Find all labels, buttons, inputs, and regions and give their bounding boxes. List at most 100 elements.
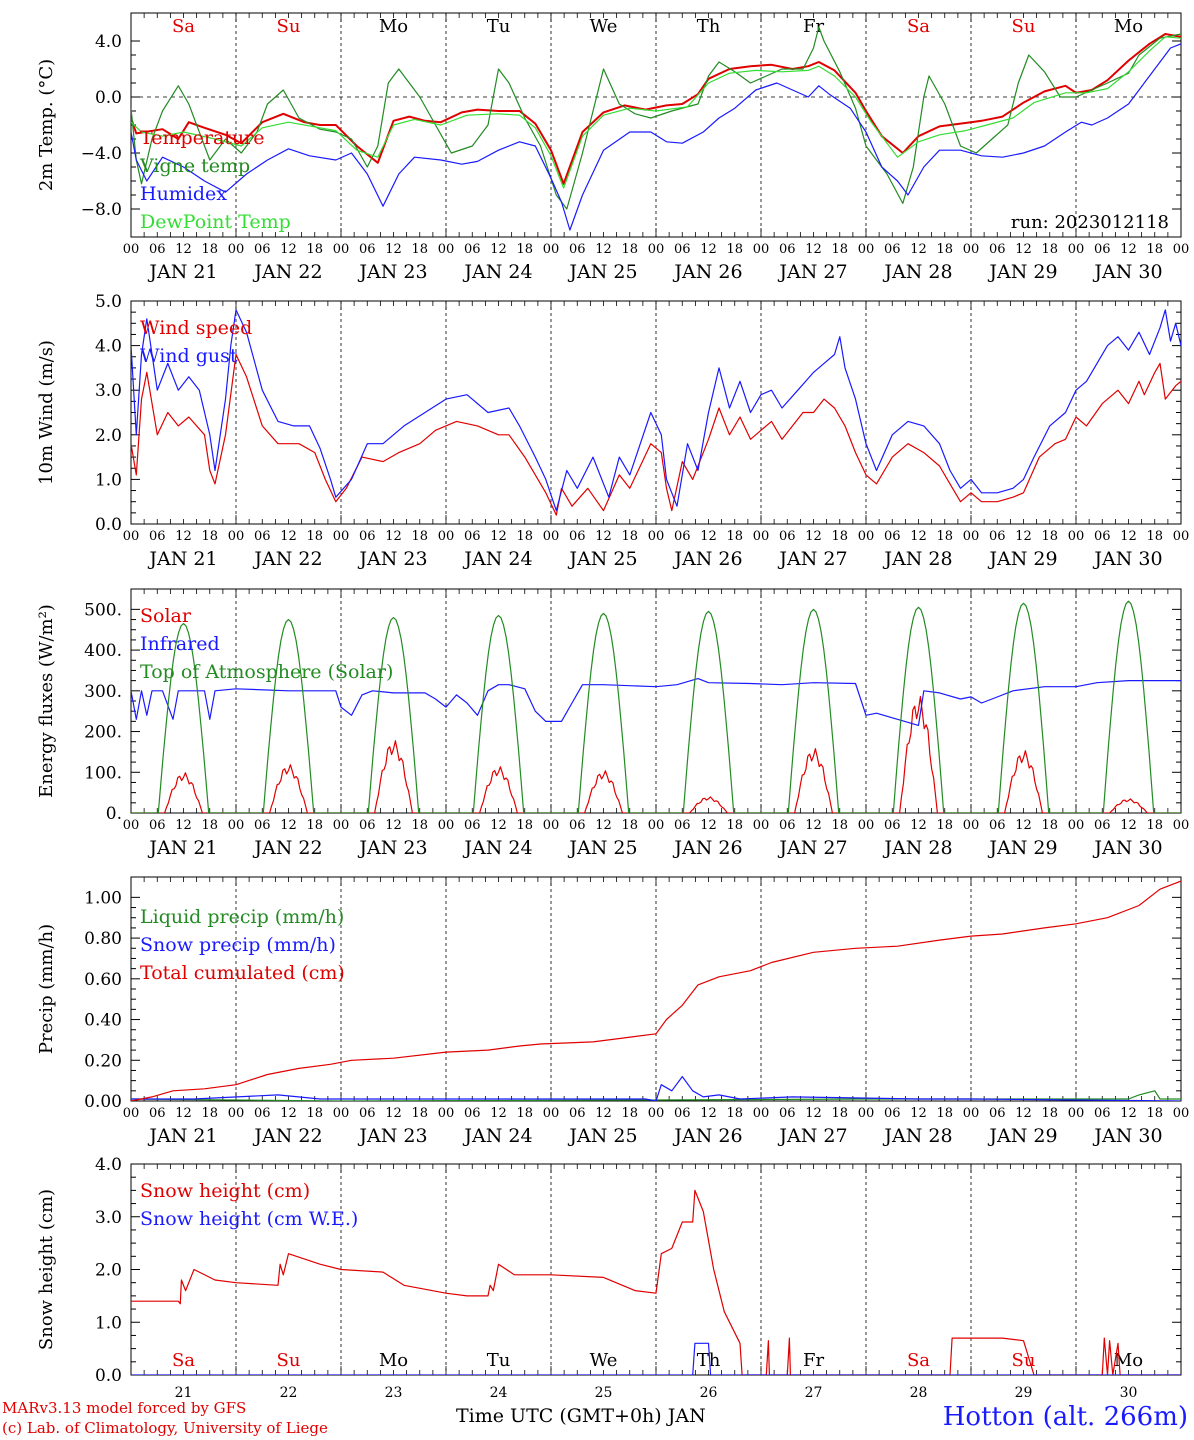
weekday-label: Tu — [487, 16, 511, 37]
hour-label: 12 — [805, 818, 822, 833]
hour-label: 06 — [779, 529, 796, 544]
hour-label: 18 — [411, 1106, 428, 1121]
hour-label: 00 — [228, 529, 245, 544]
legend-entry: Infrared — [140, 633, 220, 655]
weekday-label: Su — [1012, 1350, 1036, 1371]
hour-label: 18 — [201, 242, 218, 257]
hour-label: 18 — [621, 818, 638, 833]
hour-label: 18 — [936, 529, 953, 544]
panel-1: 4.0 0.0 −4.0 −8.0 2m Temp. (°C) 00 06 12 18 00 06 1… — [36, 12, 1189, 283]
day-number-label: 28 — [910, 1385, 928, 1401]
series-top-of-atmosphere-solar-line — [131, 600, 1181, 813]
y-tick-label: 0.0 — [95, 515, 122, 535]
date-label: JAN 25 — [567, 837, 637, 859]
hour-label: 18 — [1146, 818, 1163, 833]
hour-label: 00 — [753, 1106, 770, 1121]
hour-label: 06 — [989, 529, 1006, 544]
hour-label: 00 — [333, 1106, 350, 1121]
hour-label: 06 — [674, 818, 691, 833]
hour-label: 12 — [385, 1106, 402, 1121]
hour-label: 12 — [910, 818, 927, 833]
x-axis-title: Time UTC (GMT+0h) JAN — [456, 1405, 706, 1427]
series-vigne-temp-line — [131, 26, 1181, 210]
hour-label: 00 — [648, 242, 665, 257]
hour-label: 00 — [648, 1106, 665, 1121]
legend-entry: Solar — [140, 605, 192, 627]
data-layer — [131, 26, 1181, 231]
date-label: JAN 22 — [252, 837, 322, 859]
hour-label: 06 — [884, 818, 901, 833]
y-tick-label: 0.00 — [84, 1092, 122, 1112]
y-tick-label: 0.0 — [95, 88, 122, 108]
date-label: JAN 28 — [882, 548, 952, 570]
date-label: JAN 22 — [252, 1125, 322, 1147]
hour-label: 00 — [438, 529, 455, 544]
date-label: JAN 23 — [357, 548, 427, 570]
hour-label: 06 — [149, 1106, 166, 1121]
hour-label: 06 — [779, 242, 796, 257]
hour-label: 12 — [490, 529, 507, 544]
panel-4: 0.00 0.20 0.40 0.60 0.80 1.00 Precip (mm/h) 00 0… — [36, 876, 1189, 1147]
hour-label: 12 — [1120, 242, 1137, 257]
hour-label: 12 — [1120, 1106, 1137, 1121]
hour-label: 12 — [1120, 818, 1137, 833]
y-tick-label: 400. — [84, 641, 122, 661]
hour-label: 06 — [464, 1106, 481, 1121]
hour-label: 06 — [989, 818, 1006, 833]
hour-label: 18 — [1146, 242, 1163, 257]
data-layer — [131, 309, 1181, 516]
hour-label: 18 — [831, 529, 848, 544]
hour-label: 06 — [254, 242, 271, 257]
hour-label: 18 — [411, 242, 428, 257]
hour-label: 00 — [1068, 529, 1085, 544]
hour-label: 12 — [1015, 529, 1032, 544]
hour-label: 18 — [1041, 242, 1058, 257]
hour-label: 06 — [254, 1106, 271, 1121]
hour-label: 00 — [1068, 1106, 1085, 1121]
y-tick-label: 3.0 — [95, 381, 122, 401]
hour-label: 00 — [543, 818, 560, 833]
hour-label: 06 — [464, 242, 481, 257]
y-tick-label: 0.60 — [84, 970, 122, 990]
y-tick-label: 0.20 — [84, 1051, 122, 1071]
hour-label: 06 — [359, 1106, 376, 1121]
hour-label: 12 — [175, 1106, 192, 1121]
day-number-label: 23 — [385, 1385, 403, 1401]
hour-label: 18 — [726, 818, 743, 833]
hour-label: 18 — [936, 1106, 953, 1121]
hour-label: 06 — [989, 1106, 1006, 1121]
hour-label: 12 — [595, 242, 612, 257]
hour-label: 12 — [700, 818, 717, 833]
hour-label: 06 — [569, 818, 586, 833]
hour-label: 12 — [385, 529, 402, 544]
weekday-label: Tu — [487, 1350, 511, 1371]
legend-entry: Vigne temp — [139, 155, 250, 177]
series-snow-height-cm-line — [131, 1189, 1181, 1375]
series-humidex-line — [131, 43, 1181, 231]
legend-entry: Humidex — [140, 183, 227, 205]
hour-label: 12 — [595, 818, 612, 833]
hour-label: 00 — [123, 242, 140, 257]
hour-label: 18 — [1041, 529, 1058, 544]
hour-label: 18 — [411, 818, 428, 833]
series-infrared-line — [131, 678, 1181, 726]
date-label: JAN 26 — [672, 261, 742, 283]
hour-label: 06 — [884, 1106, 901, 1121]
y-tick-label: 5.0 — [95, 292, 122, 312]
date-label: JAN 29 — [987, 261, 1057, 283]
legend-entry: Total cumulated (cm) — [140, 962, 345, 984]
hour-label: 12 — [805, 1106, 822, 1121]
weekday-label: Fr — [803, 1350, 824, 1371]
series-snow-precip-mm-h-line — [131, 1076, 1181, 1101]
series-wind-gust-line — [131, 309, 1181, 512]
hour-label: 12 — [910, 242, 927, 257]
y-axis-label: Snow height (cm) — [36, 1189, 57, 1350]
hour-label: 12 — [385, 818, 402, 833]
date-label: JAN 24 — [462, 548, 532, 570]
hour-label: 18 — [621, 1106, 638, 1121]
date-label: JAN 26 — [672, 837, 742, 859]
hour-label: 18 — [621, 242, 638, 257]
date-label: JAN 23 — [357, 837, 427, 859]
y-tick-label: 1.0 — [95, 1313, 122, 1333]
y-axis-label: Energy fluxes (W/m²) — [36, 604, 57, 798]
